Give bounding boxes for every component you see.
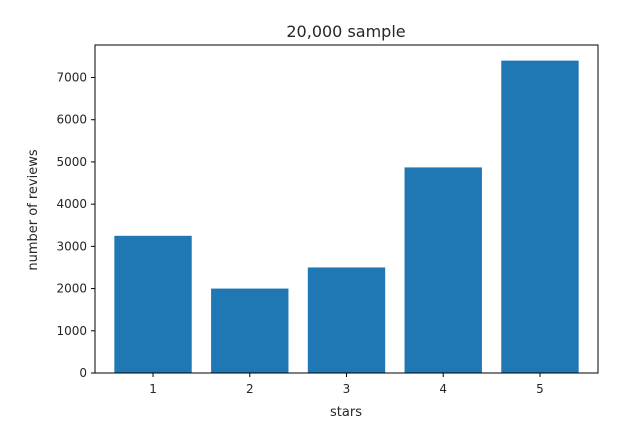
- y-tick-label: 4000: [56, 197, 87, 211]
- bar-2: [211, 288, 289, 373]
- x-tick-label: 3: [343, 382, 351, 396]
- chart-title: 20,000 sample: [286, 22, 405, 41]
- y-tick-label: 2000: [56, 282, 87, 296]
- y-axis-label: number of reviews: [26, 149, 41, 271]
- x-tick-label: 5: [536, 382, 544, 396]
- y-tick-label: 7000: [56, 71, 87, 85]
- x-axis-label: stars: [330, 405, 362, 420]
- x-tick-label: 4: [439, 382, 447, 396]
- y-tick-label: 6000: [56, 113, 87, 127]
- bar-4: [404, 167, 482, 373]
- y-axis: 0 1000 2000 3000 4000 5000 6000 7000: [56, 71, 95, 380]
- bars-layer: [114, 60, 579, 373]
- bar-1: [114, 235, 192, 373]
- y-tick-label: 5000: [56, 155, 87, 169]
- x-tick-label: 1: [149, 382, 157, 396]
- y-tick-label: 1000: [56, 324, 87, 338]
- x-tick-label: 2: [246, 382, 254, 396]
- plot-frame: [94, 44, 599, 374]
- y-tick-label: 3000: [56, 239, 87, 253]
- bar-5: [501, 60, 579, 373]
- bar-3: [307, 267, 386, 373]
- x-axis: 1 2 3 4 5: [149, 373, 544, 396]
- y-tick-label: 0: [79, 366, 87, 380]
